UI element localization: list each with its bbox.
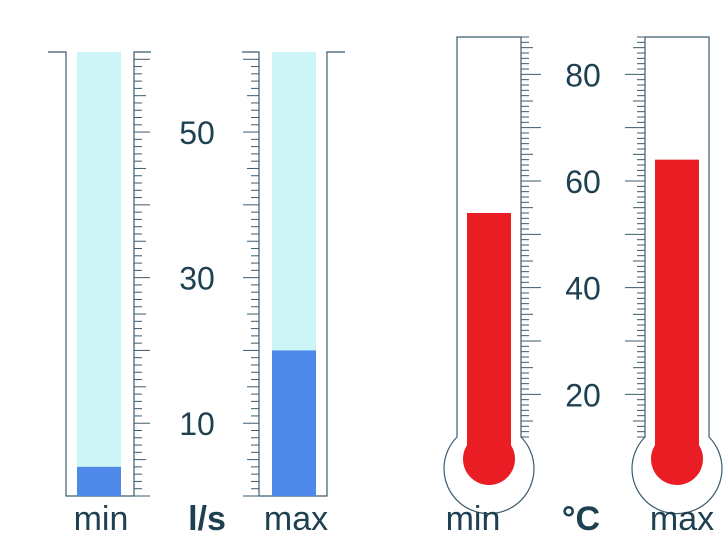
temp-min-label: min [446,500,501,538]
temp-tick-labels: 20 40 60 80 [565,57,601,413]
temp-max-outline [631,36,723,515]
flow-min-tube [77,52,121,496]
flow-min-fill [77,466,121,496]
flow-min-label: min [74,500,129,538]
temp-max-label: max [650,500,714,538]
temp-ticks-right [625,36,645,438]
flow-max-label: max [264,500,328,538]
temp-min-bulb [463,433,515,485]
flow-unit-label: l/s [188,500,226,538]
flow-tick-label: 30 [179,261,215,297]
temp-tick-label: 40 [565,271,601,307]
flow-tick-labels: 10 30 50 [179,115,215,442]
flow-ticks-right [243,51,259,497]
flow-gauge-group: 10 30 50 min l/s max [48,51,345,538]
temperature-gauge-group: 20 40 60 80 min °C max [443,36,723,538]
temp-max-fill [655,159,699,462]
temp-ticks-left [521,36,541,438]
flow-tick-label: 50 [179,115,215,151]
temp-min-fill [467,213,511,462]
temp-tick-label: 20 [565,377,601,413]
temp-tick-label: 80 [565,57,601,93]
temp-unit-label: °C [562,500,600,538]
temp-tick-label: 60 [565,164,601,200]
temp-max-bulb [651,433,703,485]
temp-min-outline [443,36,535,515]
flow-tick-label: 10 [179,406,215,442]
flow-max-fill [272,350,316,496]
flow-ticks-left [134,51,150,497]
